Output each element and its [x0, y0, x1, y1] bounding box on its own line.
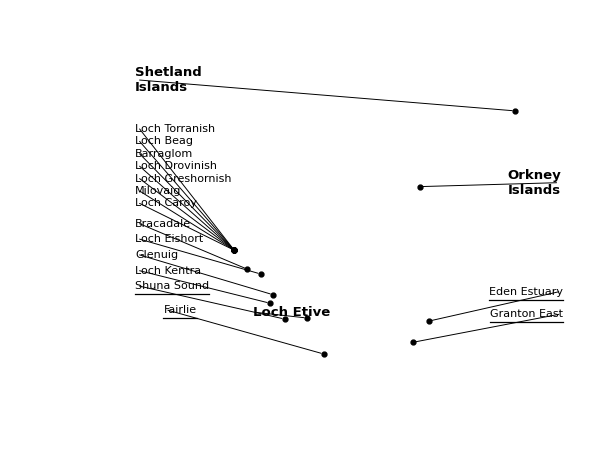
Text: Eden Estuary: Eden Estuary [489, 287, 563, 297]
Text: Loch Beag: Loch Beag [135, 136, 193, 146]
Text: Loch Caroy: Loch Caroy [135, 198, 197, 208]
Text: Fairlie: Fairlie [164, 305, 196, 315]
Text: Orkney
Islands: Orkney Islands [507, 169, 561, 197]
Text: Barraglom: Barraglom [135, 149, 193, 159]
Text: Loch Etive: Loch Etive [252, 306, 330, 319]
Text: Loch Drovinish: Loch Drovinish [135, 161, 217, 171]
Text: Loch Torranish: Loch Torranish [135, 124, 215, 134]
Text: Shetland
Islands: Shetland Islands [135, 66, 202, 94]
Text: Loch Eishort: Loch Eishort [135, 234, 203, 244]
Text: Milovaig: Milovaig [135, 186, 181, 196]
Text: Bracadale: Bracadale [135, 218, 192, 228]
Text: Granton East: Granton East [490, 309, 563, 319]
Text: Glenuig: Glenuig [135, 250, 178, 260]
Text: Loch Kentra: Loch Kentra [135, 266, 201, 276]
Text: Shuna Sound: Shuna Sound [135, 281, 209, 291]
Text: Loch Greshornish: Loch Greshornish [135, 174, 231, 184]
